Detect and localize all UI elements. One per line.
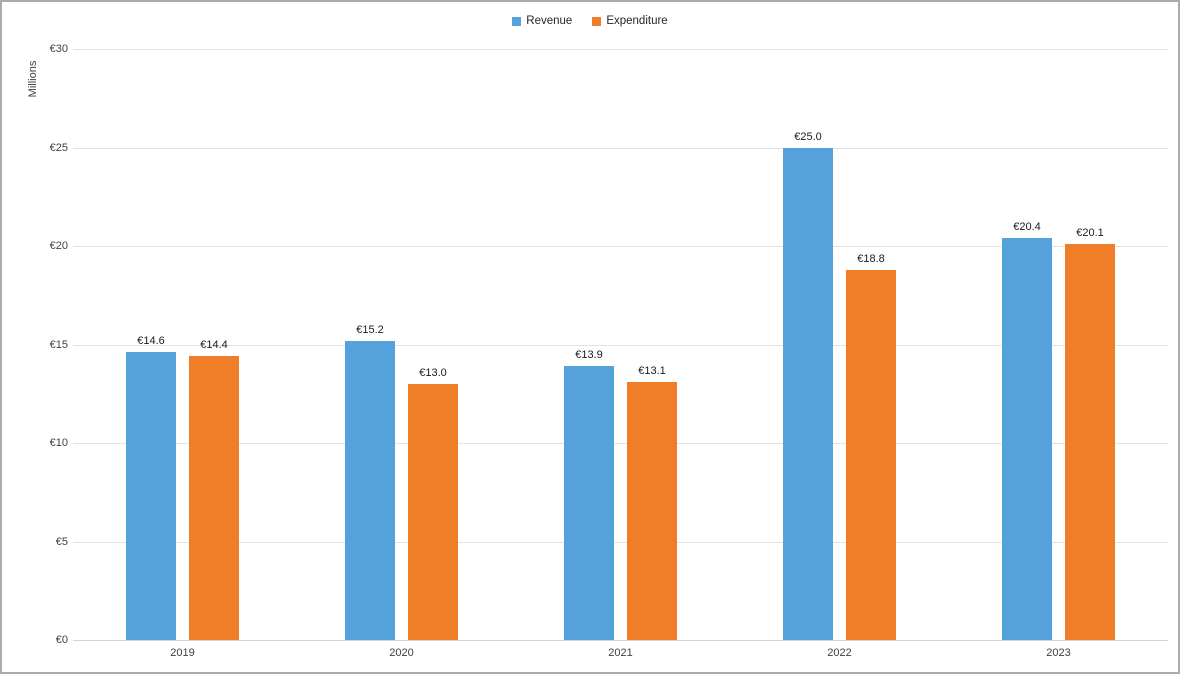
legend-item-expenditure[interactable]: Expenditure bbox=[592, 15, 668, 27]
x-tick-label-2020: 2020 bbox=[389, 647, 414, 659]
y-tick-label: €10 bbox=[49, 437, 68, 449]
gridline bbox=[73, 344, 1168, 346]
x-tick-label-2023: 2023 bbox=[1046, 647, 1071, 659]
legend-label: Revenue bbox=[526, 15, 573, 27]
bar-expenditure-2023[interactable] bbox=[1065, 244, 1115, 640]
data-label-revenue-2020: €15.2 bbox=[356, 323, 384, 336]
legend-item-revenue[interactable]: Revenue bbox=[512, 15, 572, 27]
y-tick-label: €25 bbox=[49, 141, 68, 154]
data-label-revenue-2022: €25.0 bbox=[794, 130, 822, 143]
legend-swatch-revenue bbox=[512, 16, 522, 26]
legend-swatch-expenditure bbox=[592, 16, 602, 26]
bar-revenue-2020[interactable] bbox=[345, 340, 395, 640]
data-label-expenditure-2022: €18.8 bbox=[857, 252, 885, 265]
gridline bbox=[73, 443, 1168, 444]
y-tick-label: €15 bbox=[49, 338, 68, 351]
x-tick-label-2019: 2019 bbox=[170, 647, 195, 659]
y-axis-title: Millions bbox=[27, 60, 39, 98]
bar-revenue-2021[interactable] bbox=[564, 366, 614, 640]
x-tick-label-2022: 2022 bbox=[827, 647, 852, 659]
data-label-revenue-2023: €20.4 bbox=[1013, 221, 1041, 234]
data-label-expenditure-2021: €13.1 bbox=[638, 364, 666, 377]
bar-expenditure-2022[interactable] bbox=[846, 269, 896, 640]
bar-expenditure-2019[interactable] bbox=[189, 356, 239, 640]
x-tick-label-2021: 2021 bbox=[608, 647, 633, 659]
data-label-expenditure-2023: €20.1 bbox=[1076, 227, 1104, 240]
data-label-revenue-2019: €14.6 bbox=[137, 335, 165, 348]
gridline bbox=[73, 541, 1168, 543]
bar-revenue-2022[interactable] bbox=[783, 147, 833, 640]
bar-revenue-2023[interactable] bbox=[1002, 238, 1052, 640]
bar-expenditure-2021[interactable] bbox=[627, 381, 677, 640]
plot-area bbox=[73, 49, 1168, 641]
bar-expenditure-2020[interactable] bbox=[408, 383, 458, 640]
data-label-revenue-2021: €13.9 bbox=[575, 349, 603, 362]
data-label-expenditure-2019: €14.4 bbox=[200, 339, 228, 352]
gridline bbox=[73, 147, 1168, 149]
chart-legend: Revenue Expenditure bbox=[2, 15, 1178, 27]
y-tick-label: €30 bbox=[49, 43, 68, 55]
y-tick-label: €20 bbox=[49, 240, 68, 252]
bar-revenue-2019[interactable] bbox=[126, 352, 176, 640]
gridline bbox=[73, 49, 1168, 50]
y-tick-label: €5 bbox=[55, 535, 68, 548]
legend-label: Expenditure bbox=[606, 15, 668, 27]
x-axis-line bbox=[73, 640, 1168, 641]
data-label-expenditure-2020: €13.0 bbox=[419, 366, 447, 379]
y-tick-label: €0 bbox=[55, 634, 68, 646]
gridline bbox=[73, 246, 1168, 247]
